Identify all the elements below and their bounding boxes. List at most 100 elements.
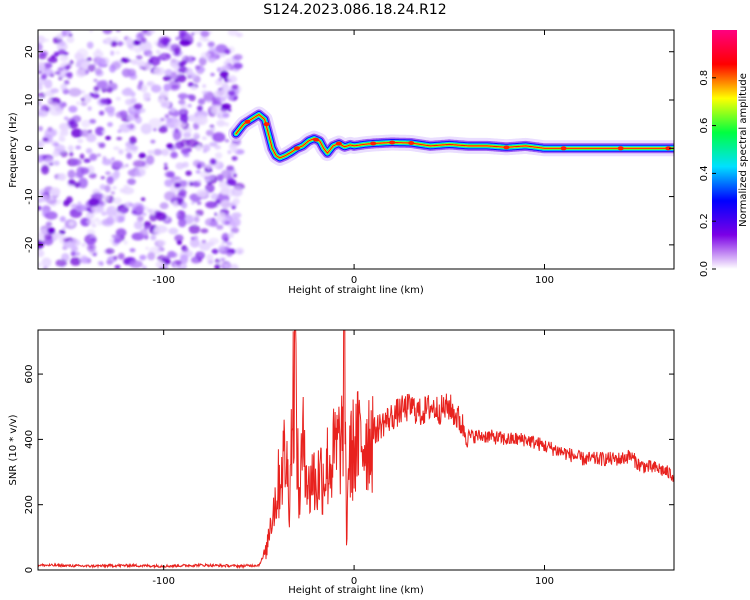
noise-blob bbox=[169, 107, 176, 113]
noise-blob bbox=[205, 201, 218, 209]
spectrogram-frame bbox=[37, 29, 675, 270]
noise-blob bbox=[166, 143, 174, 150]
noise-blob bbox=[146, 45, 153, 51]
noise-blob bbox=[214, 264, 221, 269]
noise-blob bbox=[47, 99, 53, 103]
colorbar-tick-label: 0.4 bbox=[699, 165, 710, 181]
noise-blob bbox=[38, 100, 42, 107]
noise-blob bbox=[96, 80, 108, 89]
noise-blob bbox=[174, 121, 186, 129]
noise-blob bbox=[223, 49, 231, 55]
noise-blob bbox=[208, 46, 215, 52]
y-tick-label: 200 bbox=[24, 495, 35, 514]
noise-blob bbox=[163, 83, 171, 92]
noise-blob bbox=[149, 213, 158, 222]
noise-blob bbox=[210, 127, 216, 132]
noise-blob bbox=[178, 218, 187, 228]
ridge-hotspot bbox=[335, 141, 342, 146]
noise-blob bbox=[75, 61, 81, 68]
noise-blob bbox=[178, 99, 186, 105]
noise-blob bbox=[147, 150, 155, 155]
noise-blob bbox=[146, 80, 156, 87]
noise-blob bbox=[155, 49, 161, 55]
noise-blob bbox=[196, 179, 202, 184]
snr-x-ticks: -100 0 100 bbox=[152, 330, 554, 587]
noise-blob bbox=[175, 260, 182, 266]
noise-blob bbox=[206, 254, 214, 262]
noise-blob bbox=[224, 220, 231, 225]
noise-blob bbox=[181, 110, 186, 114]
noise-blob bbox=[214, 145, 221, 150]
noise-blob bbox=[205, 192, 209, 195]
noise-blob bbox=[43, 68, 54, 77]
noise-blob bbox=[177, 93, 189, 100]
noise-blob bbox=[233, 156, 238, 161]
noise-blob bbox=[56, 199, 62, 205]
noise-blob bbox=[172, 130, 182, 141]
noise-blob bbox=[133, 220, 144, 230]
noise-blob bbox=[119, 208, 127, 213]
noise-blob bbox=[229, 142, 238, 151]
noise-blob bbox=[83, 158, 91, 163]
noise-blob bbox=[40, 105, 47, 112]
noise-blob bbox=[59, 122, 70, 132]
noise-blob bbox=[154, 225, 168, 234]
noise-blob bbox=[86, 41, 94, 49]
noise-blob bbox=[150, 30, 155, 34]
noise-blob bbox=[220, 199, 231, 209]
noise-blob bbox=[46, 196, 57, 205]
noise-blob bbox=[69, 60, 74, 65]
noise-blob bbox=[95, 126, 105, 136]
noise-blob bbox=[38, 140, 45, 148]
noise-blob bbox=[53, 51, 60, 57]
noise-blob bbox=[189, 238, 200, 248]
noise-blob bbox=[109, 238, 115, 243]
noise-blob bbox=[96, 220, 103, 226]
noise-blob bbox=[174, 182, 181, 189]
noise-blob bbox=[175, 36, 180, 41]
noise-blob bbox=[161, 148, 170, 156]
noise-blob bbox=[52, 150, 60, 158]
noise-blob bbox=[201, 240, 207, 244]
y-tick-label: 10 bbox=[24, 94, 35, 107]
noise-blob bbox=[41, 257, 52, 268]
noise-blob bbox=[230, 227, 240, 234]
noise-blob bbox=[125, 98, 134, 106]
noise-blob bbox=[105, 171, 111, 176]
noise-blob bbox=[69, 151, 74, 157]
noise-blob bbox=[160, 117, 165, 122]
noise-blob bbox=[96, 57, 107, 68]
noise-blob bbox=[178, 61, 185, 68]
noise-blob bbox=[80, 167, 90, 175]
noise-blob bbox=[115, 51, 120, 55]
noise-blob bbox=[41, 164, 50, 175]
x-tick-label: 100 bbox=[535, 576, 554, 587]
noise-blob bbox=[138, 33, 143, 37]
noise-blob bbox=[206, 100, 211, 103]
noise-blob bbox=[66, 36, 75, 43]
noise-blob bbox=[102, 30, 113, 35]
noise-blob bbox=[155, 260, 165, 269]
noise-blob bbox=[57, 49, 66, 56]
noise-blob bbox=[218, 77, 223, 82]
noise-blob bbox=[174, 78, 178, 83]
noise-blob bbox=[179, 254, 189, 265]
noise-blob bbox=[218, 244, 225, 252]
noise-blob bbox=[204, 218, 217, 227]
noise-blob bbox=[86, 133, 97, 143]
noise-blob bbox=[123, 240, 128, 245]
noise-blob bbox=[63, 238, 69, 243]
noise-blob bbox=[93, 79, 98, 82]
noise-blob bbox=[86, 242, 96, 253]
noise-blob bbox=[232, 149, 238, 153]
noise-blob bbox=[158, 52, 172, 61]
noise-blob bbox=[41, 205, 51, 214]
noise-blob bbox=[128, 59, 132, 63]
noise-blob bbox=[47, 56, 58, 64]
noise-blob bbox=[145, 154, 155, 165]
noise-blob bbox=[147, 52, 153, 57]
noise-blob bbox=[50, 88, 59, 94]
noise-blob bbox=[140, 123, 152, 135]
noise-blob bbox=[85, 148, 93, 154]
noise-blob bbox=[88, 172, 97, 179]
